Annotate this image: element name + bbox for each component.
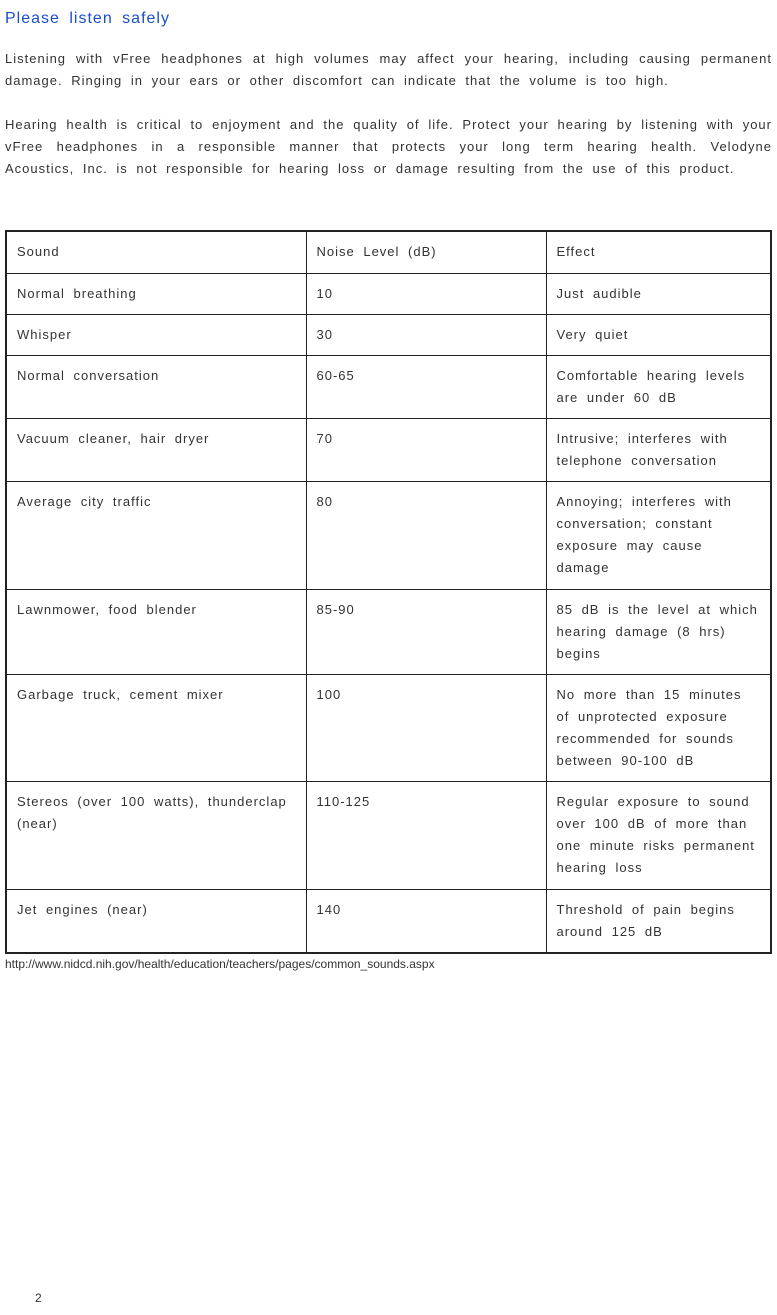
- table-header-row: SoundNoise Level (dB)Effect: [6, 231, 771, 273]
- table-cell-effect: Just audible: [546, 273, 771, 314]
- table-cell-level: 10: [306, 273, 546, 314]
- table-row: Normal breathing10Just audible: [6, 273, 771, 314]
- table-cell-sound: Garbage truck, cement mixer: [6, 674, 306, 781]
- table-cell-level: 110-125: [306, 782, 546, 889]
- table-cell-sound: Vacuum cleaner, hair dryer: [6, 418, 306, 481]
- table-row: Lawnmower, food blender85-9085 dB is the…: [6, 589, 771, 674]
- table-cell-effect: 85 dB is the level at which hearing dama…: [546, 589, 771, 674]
- table-row: Whisper30Very quiet: [6, 314, 771, 355]
- table-cell-effect: No more than 15 minutes of unprotected e…: [546, 674, 771, 781]
- table-cell-level: 30: [306, 314, 546, 355]
- table-cell-effect: Regular exposure to sound over 100 dB of…: [546, 782, 771, 889]
- table-cell-sound: Stereos (over 100 watts), thunderclap (n…: [6, 782, 306, 889]
- noise-level-table-wrap: SoundNoise Level (dB)EffectNormal breath…: [5, 230, 772, 953]
- table-header-cell: Effect: [546, 231, 771, 273]
- table-row: Average city traffic80Annoying; interfer…: [6, 482, 771, 589]
- table-header-cell: Sound: [6, 231, 306, 273]
- table-cell-effect: Threshold of pain begins around 125 dB: [546, 889, 771, 953]
- table-row: Garbage truck, cement mixer100No more th…: [6, 674, 771, 781]
- intro-paragraph-1: Listening with vFree headphones at high …: [5, 48, 772, 92]
- table-cell-sound: Jet engines (near): [6, 889, 306, 953]
- table-cell-level: 85-90: [306, 589, 546, 674]
- table-row: Stereos (over 100 watts), thunderclap (n…: [6, 782, 771, 889]
- intro-paragraph-2: Hearing health is critical to enjoyment …: [5, 114, 772, 180]
- table-cell-level: 140: [306, 889, 546, 953]
- table-cell-sound: Lawnmower, food blender: [6, 589, 306, 674]
- table-cell-sound: Whisper: [6, 314, 306, 355]
- noise-level-table: SoundNoise Level (dB)EffectNormal breath…: [5, 230, 772, 953]
- table-cell-effect: Intrusive; interferes with telephone con…: [546, 418, 771, 481]
- table-cell-sound: Average city traffic: [6, 482, 306, 589]
- table-cell-sound: Normal conversation: [6, 355, 306, 418]
- table-cell-effect: Very quiet: [546, 314, 771, 355]
- table-cell-level: 70: [306, 418, 546, 481]
- source-url: http://www.nidcd.nih.gov/health/educatio…: [5, 957, 772, 971]
- table-cell-level: 80: [306, 482, 546, 589]
- table-cell-level: 100: [306, 674, 546, 781]
- table-row: Normal conversation60-65Comfortable hear…: [6, 355, 771, 418]
- table-cell-effect: Comfortable hearing levels are under 60 …: [546, 355, 771, 418]
- table-header-cell: Noise Level (dB): [306, 231, 546, 273]
- table-cell-level: 60-65: [306, 355, 546, 418]
- table-cell-sound: Normal breathing: [6, 273, 306, 314]
- table-cell-effect: Annoying; interferes with conversation; …: [546, 482, 771, 589]
- page-number: 2: [35, 1291, 772, 1305]
- page-heading: Please listen safely: [5, 10, 772, 28]
- table-row: Vacuum cleaner, hair dryer70Intrusive; i…: [6, 418, 771, 481]
- table-row: Jet engines (near)140Threshold of pain b…: [6, 889, 771, 953]
